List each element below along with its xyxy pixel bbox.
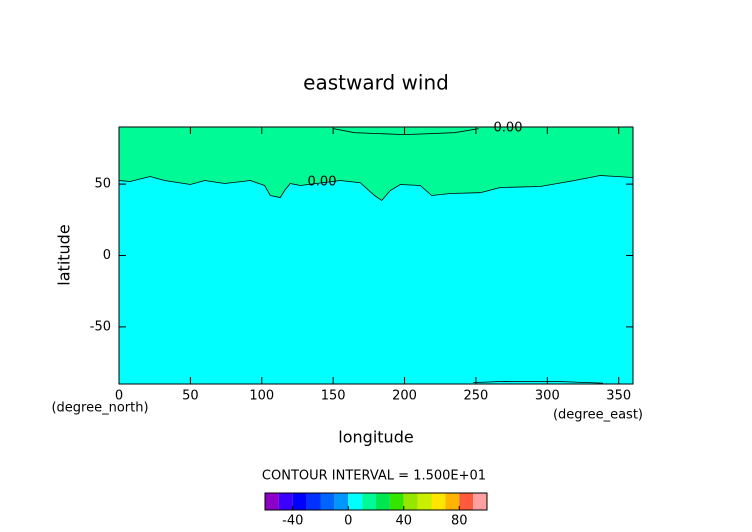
contour-fill — [333, 127, 479, 135]
x-unit: (degree_east) — [553, 408, 643, 423]
colorbar-box — [292, 493, 307, 510]
colorbar-box — [389, 493, 404, 510]
colorbar-box — [278, 493, 293, 510]
x-tick-label: 250 — [464, 389, 489, 404]
colorbar-box — [306, 493, 321, 510]
contour-line — [473, 380, 604, 384]
colorbar-box — [445, 493, 460, 510]
colorbar-tick-label: 80 — [451, 514, 468, 529]
colorbar-box — [417, 493, 432, 510]
x-tick-label: 200 — [392, 389, 417, 404]
contour-fill — [119, 127, 633, 201]
colorbar-box — [403, 493, 418, 510]
chart-title: eastward wind — [303, 71, 449, 95]
colorbar-box — [376, 493, 390, 510]
x-tick-label: 100 — [249, 389, 274, 404]
y-tick-label: 50 — [94, 177, 111, 192]
contour-label: 0.00 — [494, 121, 523, 136]
colorbar-box — [473, 493, 487, 510]
colorbar-box — [320, 493, 335, 510]
x-tick-label: 150 — [321, 389, 346, 404]
contour-label: 0.00 — [308, 175, 337, 190]
x-tick-label: 0 — [115, 389, 123, 404]
y-axis-label: latitude — [55, 224, 74, 285]
x-tick-label: 350 — [606, 389, 631, 404]
y-unit: (degree_north) — [51, 401, 148, 416]
colorbar-box — [265, 493, 279, 510]
contour-line — [333, 128, 479, 136]
contour-line — [118, 175, 634, 202]
x-axis-label: longitude — [338, 428, 413, 447]
contour-interval: CONTOUR INTERVAL = 1.500E+01 — [262, 469, 486, 484]
colorbar-box — [362, 493, 376, 510]
y-tick-label: 0 — [103, 248, 111, 263]
colorbar-box — [431, 493, 446, 510]
x-tick-label: 50 — [182, 389, 199, 404]
colorbar-frame — [264, 492, 488, 511]
colorbar-tick-label: 40 — [395, 514, 412, 529]
colorbar-box — [459, 493, 474, 510]
colorbar-box — [334, 493, 349, 510]
colorbar-tick-label: -40 — [282, 514, 303, 529]
colorbar-tick-label: 0 — [344, 514, 352, 529]
y-tick-label: -50 — [90, 319, 111, 334]
x-tick-label: 300 — [535, 389, 560, 404]
colorbar-box — [348, 493, 363, 510]
